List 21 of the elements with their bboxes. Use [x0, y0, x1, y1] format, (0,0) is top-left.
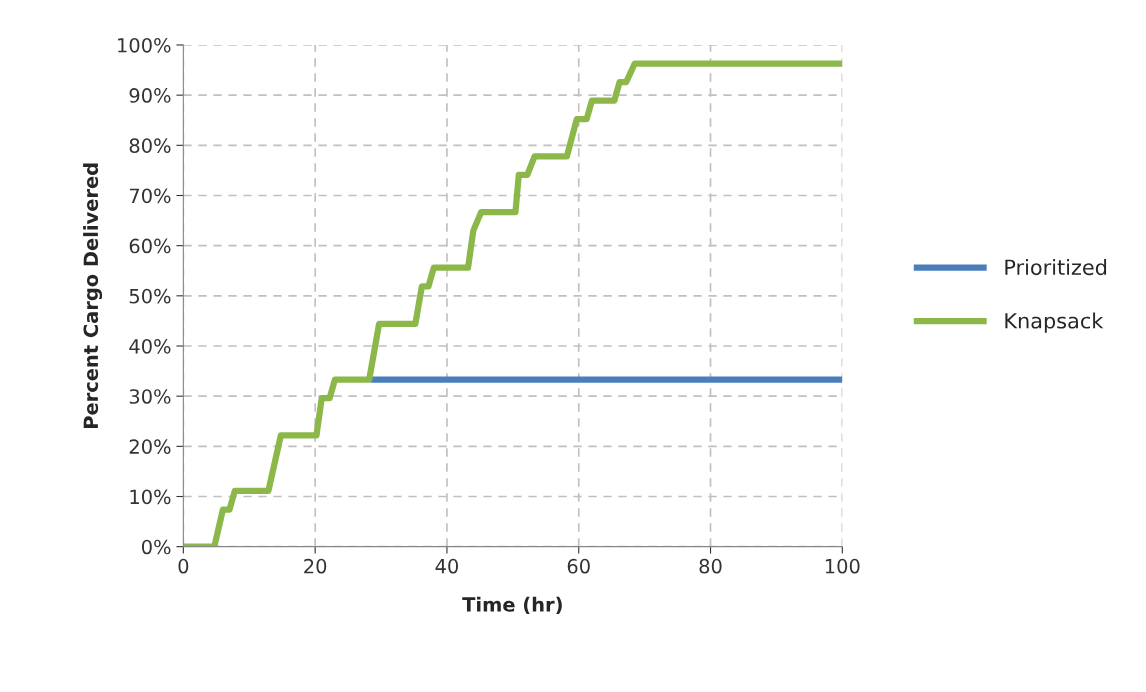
x-tick-label: 80 — [699, 558, 722, 574]
legend-label: Knapsack — [1005, 312, 1104, 333]
y-tick-label: 0% — [141, 539, 171, 555]
x-tick-label: 0 — [178, 558, 189, 574]
x-tick-label: 60 — [567, 558, 590, 574]
y-tick-label: 80% — [129, 138, 171, 153]
y-tick-label: 100% — [118, 37, 171, 53]
x-tick-label: 100 — [825, 558, 860, 574]
y-tick-label: 40% — [129, 338, 171, 354]
x-tick-label: 20 — [304, 558, 327, 574]
y-tick-label: 30% — [129, 389, 171, 404]
y-tick-label: 60% — [129, 238, 171, 254]
y-tick-label: 90% — [129, 88, 171, 103]
x-tick-label: 40 — [435, 558, 459, 574]
y-tick-label: 70% — [129, 188, 171, 204]
y-tick-label: 10% — [130, 489, 171, 505]
legend-label: Prioritized — [1005, 259, 1107, 276]
x-axis-title: Time (hr) — [462, 596, 562, 615]
y-tick-label: 50% — [129, 288, 171, 304]
y-axis-title: Percent Cargo Delivered — [83, 163, 103, 428]
y-tick-label: 20% — [129, 439, 171, 454]
